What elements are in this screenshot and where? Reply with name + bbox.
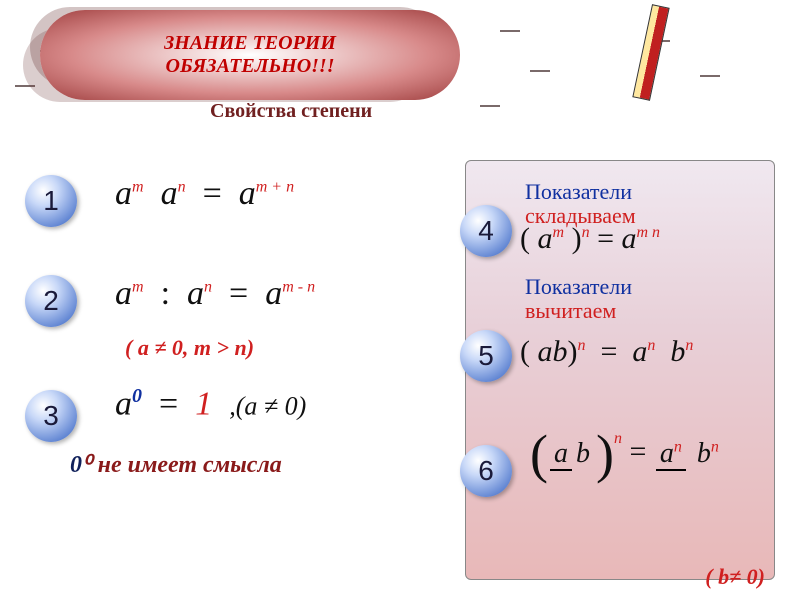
header-line1: ЗНАНИЕ ТЕОРИИ [164, 32, 336, 55]
circle-5: 5 [460, 330, 512, 382]
circle-3: 3 [25, 390, 77, 442]
decor-dash [700, 75, 720, 77]
decor-dash [530, 70, 550, 72]
header-bubble: ЗНАНИЕ ТЕОРИИ ОБЯЗАТЕЛЬНО!!! [40, 10, 460, 100]
circle-6: 6 [460, 445, 512, 497]
subtitle: Свойства степени [210, 100, 372, 123]
header-line2: ОБЯЗАТЕЛЬНО!!! [166, 55, 335, 78]
formula-1: am an = am + n [115, 175, 294, 213]
decor-dash [15, 85, 35, 87]
circle-2: 2 [25, 275, 77, 327]
circle-1: 1 [25, 175, 77, 227]
label-sub: Показатели вычитаем [525, 275, 632, 323]
pencil-icon [632, 4, 669, 101]
circle-4: 4 [460, 205, 512, 257]
condition-6: ( b≠ 0) [705, 564, 765, 590]
formula-4: ( am )n = am n [520, 222, 660, 256]
formula-3: a0 = 1 ,(a ≠ 0) [115, 385, 306, 423]
formula-2: am : an = am - n [115, 275, 315, 313]
formula-6: (ab)n = an bn [530, 430, 725, 469]
condition-2: ( a ≠ 0, m > n) [125, 335, 254, 361]
zero-meaning: 0⁰ не имеет смысла [70, 450, 282, 479]
decor-dash [500, 30, 520, 32]
decor-dash [480, 105, 500, 107]
formula-5: ( ab)n = an bn [520, 335, 693, 369]
